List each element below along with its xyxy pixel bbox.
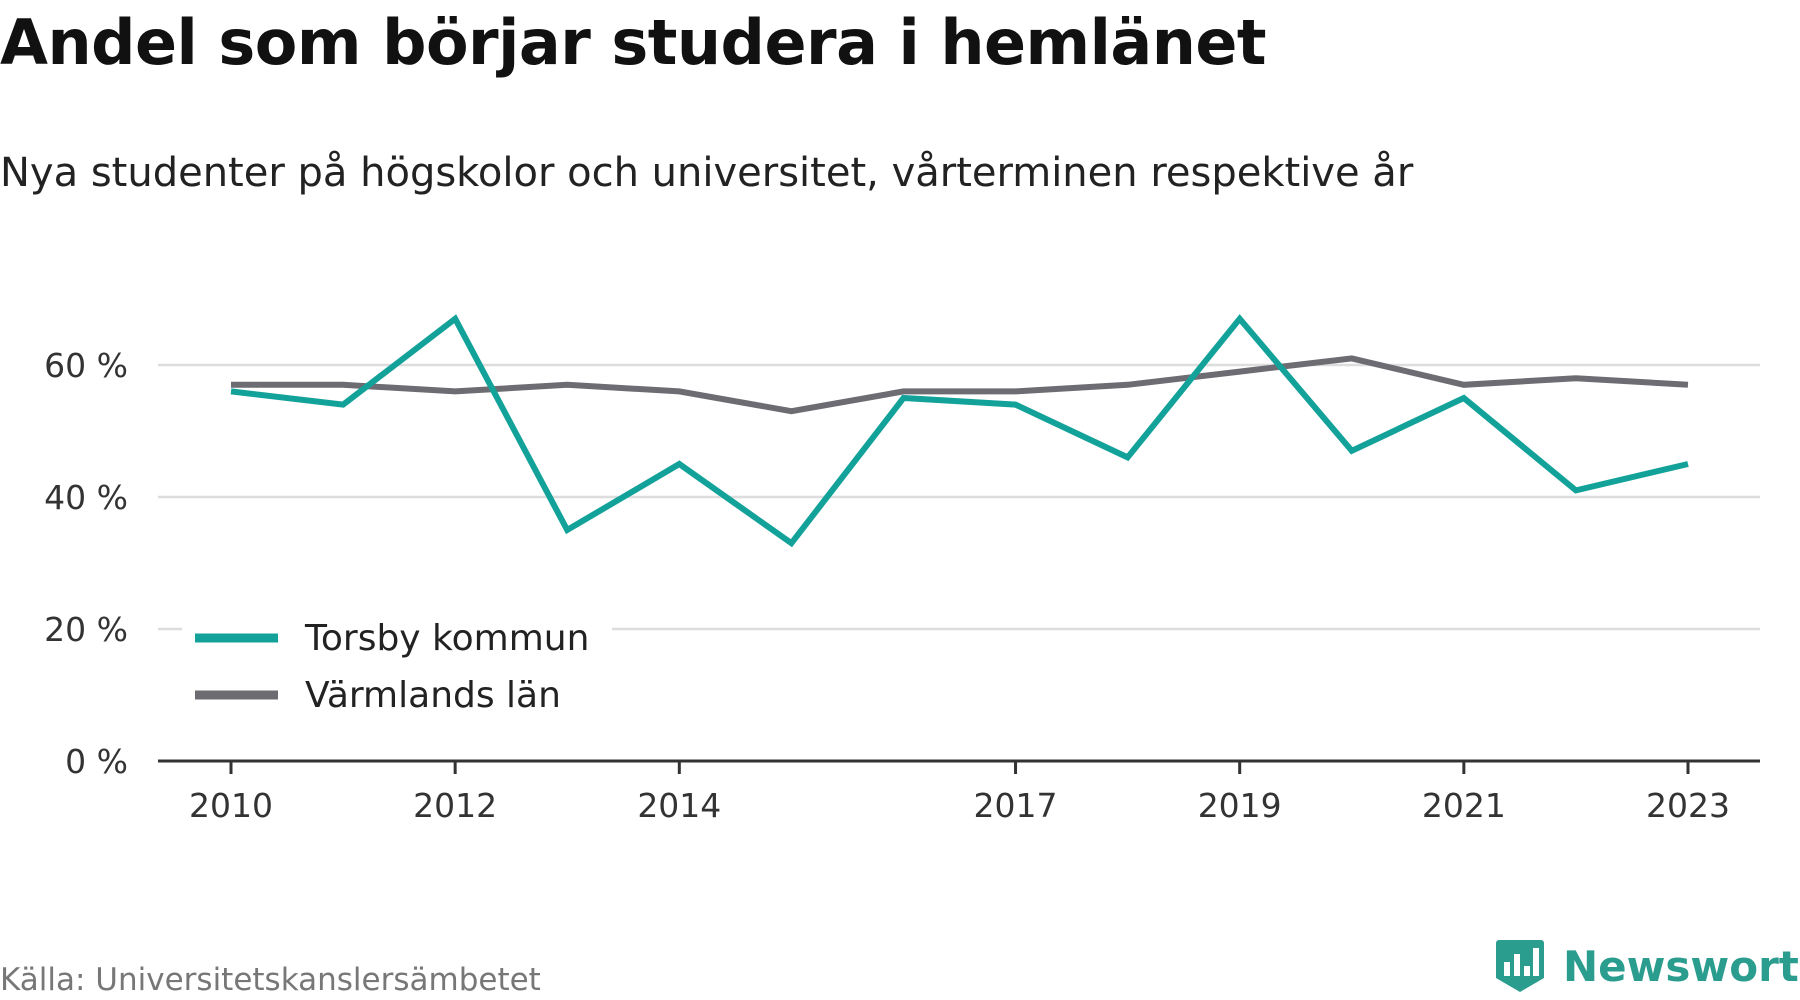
brand-logo: Newsworthy [1495, 938, 1800, 994]
y-tick-label: 0 % [65, 742, 128, 781]
legend-background [182, 610, 612, 730]
grid-lines [158, 363, 1760, 631]
x-tick-label: 2021 [1422, 786, 1506, 825]
x-tick-label: 2017 [974, 786, 1058, 825]
y-tick-label: 20 % [44, 610, 128, 649]
newsworthy-logo-icon [1496, 940, 1544, 992]
series-lines [230, 314, 1689, 548]
x-tick-label: 2012 [413, 786, 497, 825]
x-tick-label: 2019 [1198, 786, 1282, 825]
legend: Torsby kommun Värmlands län [182, 610, 612, 730]
x-tick-label: 2014 [637, 786, 721, 825]
series-line-varmland [231, 355, 1689, 415]
x-tick-label: 2023 [1646, 786, 1730, 825]
line-chart: 0 % 20 % 40 % 60 % 2010 2012 2014 2017 2019 2021 2… [44, 314, 1760, 825]
y-tick-label: 60 % [44, 346, 128, 385]
chart-title: Andel som börjar studera i hemlänet [0, 6, 1267, 79]
y-tick-label: 40 % [44, 478, 128, 517]
series-line-torsby [230, 314, 1689, 548]
legend-label: Torsby kommun [304, 618, 589, 659]
x-tick-label: 2010 [189, 786, 273, 825]
source-note: Källa: Universitetskanslersämbetet [0, 962, 541, 998]
axes: 0 % 20 % 40 % 60 % 2010 2012 2014 2017 2019 2021 2… [44, 346, 1760, 825]
brand-name: Newsworthy [1563, 941, 1800, 991]
legend-label: Värmlands län [305, 675, 561, 716]
chart-subtitle: Nya studenter på högskolor och universit… [0, 150, 1414, 196]
